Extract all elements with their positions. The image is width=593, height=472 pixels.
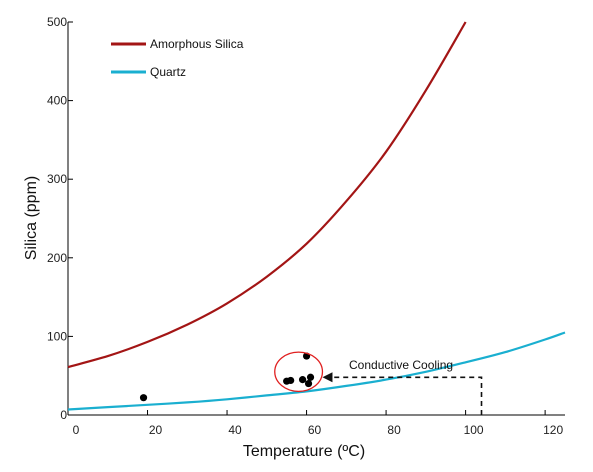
highlight-circle: [274, 351, 324, 393]
legend-label-quartz: Quartz: [150, 65, 186, 79]
y-tick-label: 0: [60, 408, 67, 422]
arrow-head: [322, 372, 333, 383]
y-tick-label: 300: [47, 172, 67, 186]
conductive-cooling-arrow: [330, 376, 483, 415]
data-point: [298, 376, 307, 384]
x-tick-label: 100: [464, 423, 484, 437]
y-tick-label: 400: [47, 94, 67, 108]
x-tick-label: 80: [387, 423, 401, 437]
data-point: [306, 373, 315, 381]
data-point: [304, 379, 313, 388]
amorphous-silica-line: [67, 21, 467, 369]
quartz-line: [67, 331, 566, 411]
x-tick-label: 20: [149, 423, 163, 437]
x-tick-label: 0: [73, 423, 80, 437]
x-tick-label: 40: [228, 423, 242, 437]
y-tick-label: 100: [47, 329, 67, 343]
legend-label-amorphous-silica: Amorphous Silica: [150, 37, 244, 51]
y-tick-label: 500: [47, 15, 67, 29]
data-point: [139, 394, 148, 402]
x-tick-label: 120: [543, 423, 563, 437]
x-axis-title: Temperature (ºC): [243, 443, 365, 460]
y-axis-title: Silica (ppm): [23, 176, 40, 260]
y-tick-label: 200: [47, 251, 67, 265]
annotation-label: Conductive Cooling: [349, 358, 453, 372]
data-point: [287, 376, 295, 385]
x-tick-label: 60: [308, 423, 322, 437]
